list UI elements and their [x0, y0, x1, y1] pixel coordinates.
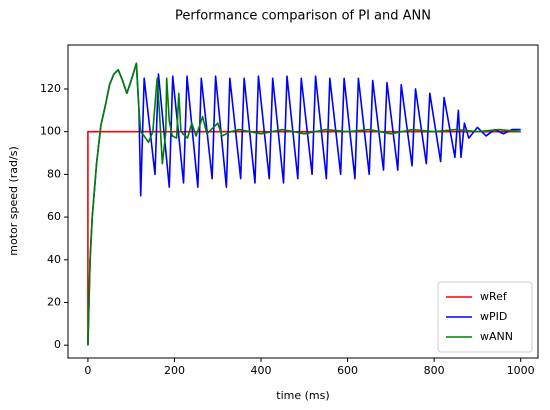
chart-title: Performance comparison of PI and ANN [175, 9, 431, 24]
plot-frame [67, 44, 539, 359]
x-tick-label: 400 [251, 364, 272, 377]
x-tick-label: 200 [164, 364, 185, 377]
y-tick-label: 0 [54, 338, 61, 351]
x-axis-label: time (ms) [276, 389, 329, 402]
x-tick-label: 800 [424, 364, 445, 377]
legend-label: wANN [480, 330, 513, 343]
y-tick-label: 120 [40, 82, 61, 95]
y-tick-label: 40 [47, 253, 61, 266]
y-axis-label: motor speed (rad/s) [7, 146, 20, 256]
x-tick-label: 1000 [507, 364, 535, 377]
y-tick-label: 80 [47, 167, 61, 180]
x-tick-label: 0 [84, 364, 91, 377]
y-tick-label: 100 [40, 125, 61, 138]
y-tick-label: 20 [47, 295, 61, 308]
legend-box [437, 281, 533, 353]
y-tick-label: 60 [47, 210, 61, 223]
line-series [87, 62, 521, 346]
legend-label: wPID [480, 310, 507, 323]
legend-label: wRef [480, 290, 508, 303]
x-tick-label: 600 [337, 364, 358, 377]
